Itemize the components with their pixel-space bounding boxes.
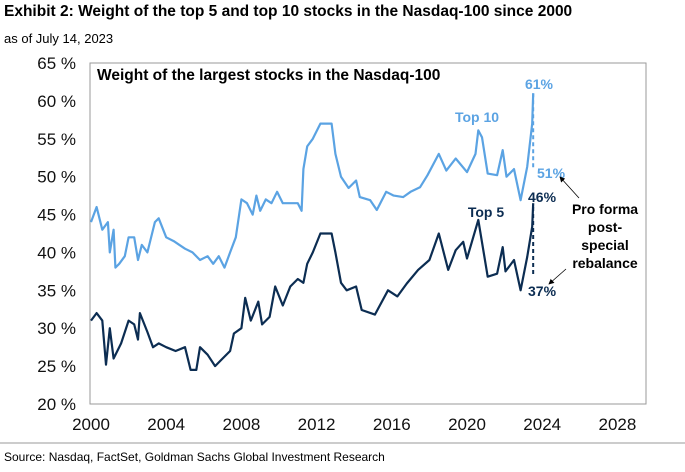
x-tick-label: 2020 bbox=[448, 415, 486, 434]
top5-peak-label: 46% bbox=[528, 189, 557, 205]
y-tick-label: 30 % bbox=[37, 319, 76, 338]
y-tick-label: 40 % bbox=[37, 243, 76, 262]
pro-forma-note: Pro forma post- special rebalance bbox=[572, 201, 638, 271]
x-tick-label: 2024 bbox=[523, 415, 561, 434]
exhibit-subtitle: as of July 14, 2023 bbox=[4, 31, 114, 46]
y-tick-label: 35 % bbox=[37, 281, 76, 300]
note-line: rebalance bbox=[572, 255, 638, 271]
y-tick-label: 50 % bbox=[37, 168, 76, 187]
series-line-top10 bbox=[89, 93, 535, 269]
top5-label: Top 5 bbox=[468, 204, 505, 220]
source-note: Source: Nasdaq, FactSet, Goldman Sachs G… bbox=[4, 450, 385, 464]
exhibit-title: Exhibit 2: Weight of the top 5 and top 1… bbox=[4, 3, 573, 20]
y-tick-label: 60 % bbox=[37, 92, 76, 111]
x-tick-label: 2004 bbox=[147, 415, 185, 434]
y-tick-label: 65 % bbox=[37, 54, 76, 73]
top5-proforma-label: 37% bbox=[528, 283, 557, 299]
x-tick-label: 2008 bbox=[222, 415, 260, 434]
x-tick-label: 2000 bbox=[72, 415, 110, 434]
y-tick-label: 45 % bbox=[37, 206, 76, 225]
plot-frame bbox=[89, 62, 647, 405]
x-tick-label: 2012 bbox=[298, 415, 336, 434]
top10-proforma-label: 51% bbox=[537, 165, 566, 181]
y-tick-label: 25 % bbox=[37, 357, 76, 376]
inner-chart-title: Weight of the largest stocks in the Nasd… bbox=[97, 67, 440, 84]
y-tick-label: 20 % bbox=[37, 395, 76, 414]
arrow-to-51 bbox=[559, 176, 580, 199]
arrow-to-37 bbox=[548, 268, 567, 285]
note-line: post- bbox=[588, 219, 623, 235]
note-line: special bbox=[581, 237, 628, 253]
x-tick-label: 2016 bbox=[373, 415, 411, 434]
note-line: Pro forma bbox=[572, 201, 638, 217]
top10-label: Top 10 bbox=[455, 109, 499, 125]
top10-peak-label: 61% bbox=[525, 76, 554, 92]
x-tick-label: 2028 bbox=[598, 415, 636, 434]
y-tick-label: 55 % bbox=[37, 130, 76, 149]
series-line-top5 bbox=[90, 203, 535, 371]
